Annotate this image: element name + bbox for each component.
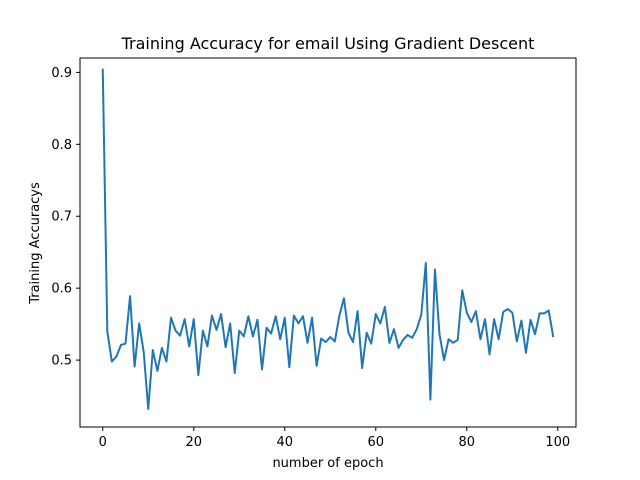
x-tick-label: 20 bbox=[185, 435, 202, 450]
y-tick-label: 0.8 bbox=[51, 138, 72, 153]
x-tick-label: 100 bbox=[545, 435, 570, 450]
y-axis-label: Training Accuracys bbox=[28, 182, 43, 305]
x-tick-label: 60 bbox=[368, 435, 385, 450]
y-tick-label: 0.5 bbox=[51, 354, 72, 369]
x-axis-label: number of epoch bbox=[272, 456, 383, 471]
plot-frame bbox=[79, 57, 577, 428]
series-line-0 bbox=[101, 68, 555, 411]
y-tick-label: 0.9 bbox=[51, 66, 72, 81]
plot-area bbox=[101, 68, 555, 411]
chart-title: Training Accuracy for email Using Gradie… bbox=[121, 34, 535, 53]
x-tick-label: 80 bbox=[459, 435, 476, 450]
x-tick-label: 0 bbox=[99, 435, 107, 450]
x-tick-label: 40 bbox=[276, 435, 293, 450]
y-tick-label: 0.6 bbox=[51, 282, 72, 297]
y-tick-label: 0.7 bbox=[51, 210, 72, 225]
axis-ticks: 0 20 40 60 80 100 0.5 0.6 0.7 0.8 0.9 bbox=[51, 66, 570, 450]
